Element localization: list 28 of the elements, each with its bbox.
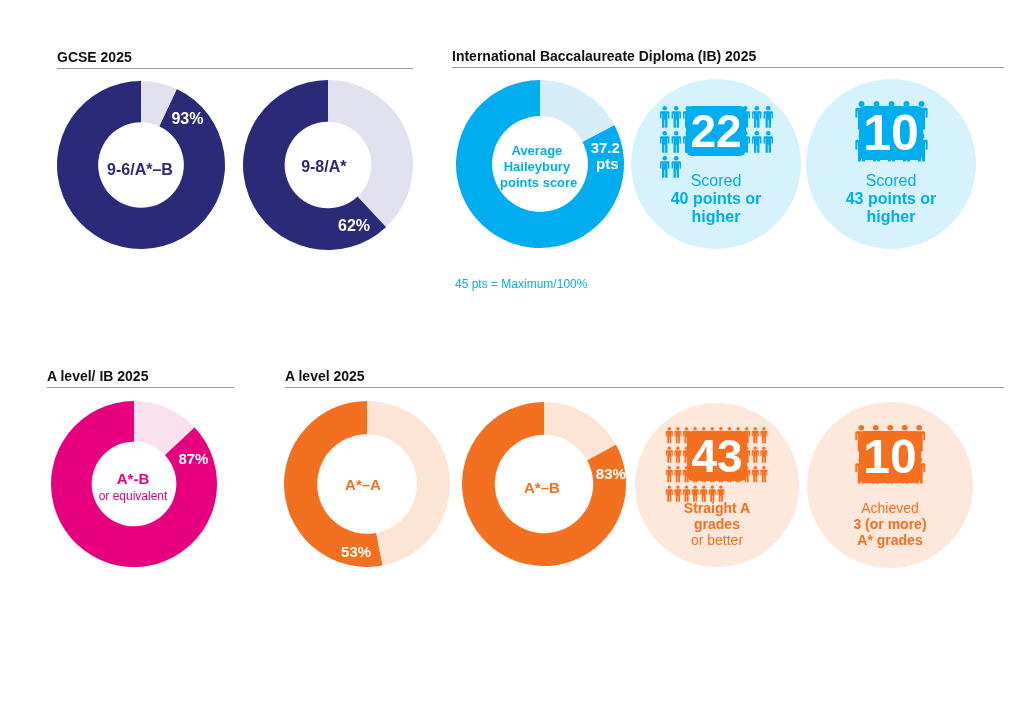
text: 3 (or more) A* grades [852, 516, 928, 548]
text: Scored [864, 172, 918, 190]
data-label: 10 [859, 430, 921, 483]
data-label: 10 [859, 105, 923, 161]
data-label: 83% [595, 465, 626, 483]
slice-label: A*-B [116, 469, 150, 487]
text: Achieved [860, 500, 920, 516]
chart-title: International Baccalaureate Diploma (IB) 2025 [452, 48, 757, 64]
text: 45 pts = Maximum/100% [455, 277, 588, 291]
text: Scored [689, 172, 743, 190]
slice-label: A*–A [345, 475, 382, 493]
slice-label: 9-6/A*–B [107, 160, 173, 178]
data-label: 93% [171, 110, 204, 128]
text: 40 points or higher [669, 190, 763, 226]
data-label: 53% [341, 543, 372, 561]
slice-label: A*–B [524, 478, 561, 496]
data-label: 87% [178, 450, 209, 468]
data-label: 43 [687, 430, 747, 483]
chart-title: GCSE 2025 [57, 49, 132, 65]
slice-label: Average Haileybury points score [500, 142, 578, 190]
data-label: 37.2 pts [590, 138, 625, 172]
text: or equivalent [98, 489, 169, 504]
text: or better [689, 532, 745, 548]
slice-label: 9-8/A* [301, 158, 348, 176]
chart-title: A level/ IB 2025 [47, 368, 149, 384]
data-label: 62% [338, 217, 371, 235]
text: 43 points or higher [844, 190, 938, 226]
chart-title: A level 2025 [285, 368, 365, 384]
